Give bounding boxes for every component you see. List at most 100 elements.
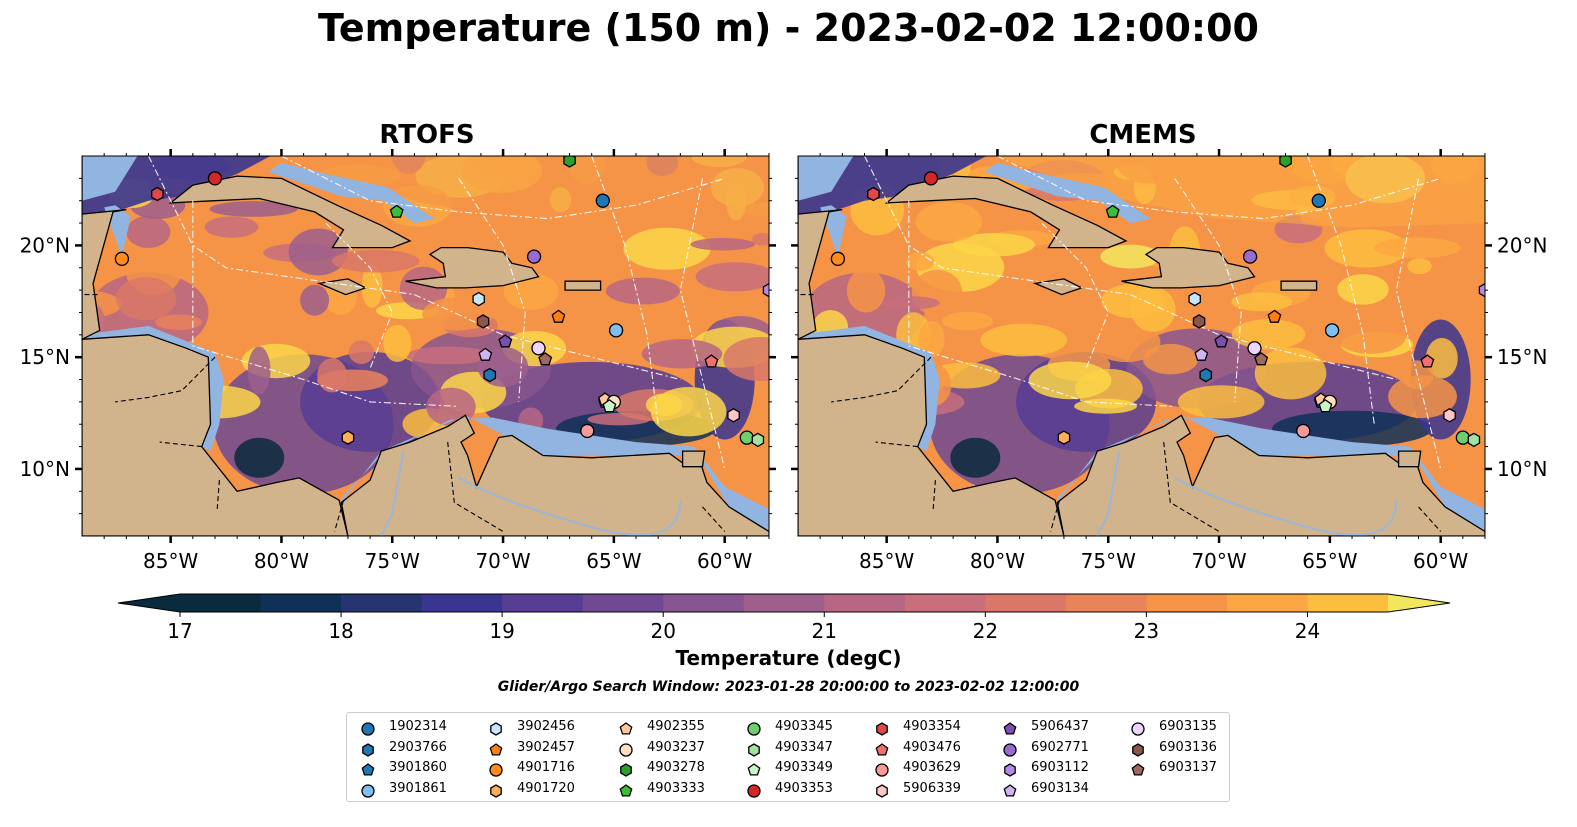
lon-tick-label: 80°W (970, 549, 1025, 573)
colorbar-bin (341, 594, 423, 612)
temperature-patch (846, 268, 886, 313)
legend-marker (747, 722, 761, 736)
legend-label: 6903112 (1031, 760, 1089, 775)
temperature-patch (406, 346, 490, 365)
float-marker (1478, 282, 1485, 298)
eez-boundary (679, 178, 726, 470)
lon-tick-label: 75°W (365, 549, 420, 573)
country-border (702, 506, 726, 532)
float-marker (531, 341, 546, 356)
lat-tick-label: 10°N (20, 457, 70, 481)
shallow-shelf (798, 156, 854, 201)
gulf-region (798, 156, 987, 215)
float-marker (472, 291, 485, 307)
temperature-patch (247, 346, 271, 395)
figure-title: Temperature (150 m) - 2023-02-02 12:00:0… (317, 6, 1259, 50)
float-marker (1057, 430, 1071, 445)
legend-label: 6903135 (1159, 719, 1217, 734)
legend-marker (361, 763, 375, 776)
map-frame (81, 155, 770, 537)
country-border (1418, 506, 1442, 532)
legend-marker (1003, 742, 1017, 757)
legend-label: 6903134 (1031, 780, 1089, 796)
temperature-patch (1337, 274, 1389, 305)
temperature-patch (1142, 343, 1199, 375)
float-marker (207, 171, 223, 186)
land (798, 156, 843, 536)
temperature-patch (317, 358, 347, 393)
lon-tick-label: 60°W (697, 549, 752, 573)
float-marker (1267, 309, 1282, 323)
lon-tick-label: 60°W (1413, 549, 1468, 573)
float-marker (1443, 408, 1456, 423)
temperature-patch (915, 201, 983, 242)
shallow-shelf (1057, 415, 1485, 532)
colorbar-bin (582, 594, 664, 612)
legend-marker (1003, 783, 1017, 797)
colorbar-tick-label: 18 (328, 619, 353, 643)
colorbar-bin (1226, 594, 1309, 612)
float-marker (1318, 399, 1333, 413)
atlantic-region (281, 156, 769, 228)
country-border (1050, 500, 1061, 532)
legend-marker (875, 742, 889, 756)
map-panels: 85°W 80°W 75°W 70°W 65°W 60°W20°N15°N10°N85°W… (20, 149, 1547, 573)
temperature-patch (752, 233, 769, 246)
temperature-patch (953, 232, 1035, 257)
temperature-patch (1177, 385, 1265, 419)
land (798, 334, 1065, 536)
colorbar-tick-label: 17 (167, 619, 192, 643)
colorbar-bin (985, 594, 1067, 612)
colorbar-tick-label: 23 (1134, 619, 1159, 643)
temperature-patch (1100, 244, 1161, 269)
colorbar-bin (1146, 594, 1228, 612)
temperature-patch (1074, 398, 1137, 414)
colorbar-tick-label: 22 (973, 619, 998, 643)
legend-marker (362, 742, 374, 757)
float-marker (739, 430, 754, 445)
colorbar-bin (743, 594, 825, 612)
legend-label: 6902771 (1031, 739, 1089, 755)
float-marker (1194, 347, 1209, 361)
legend-marker (747, 763, 761, 776)
float-marker (478, 347, 493, 361)
float-marker (114, 251, 130, 266)
river (380, 450, 405, 536)
legend-marker (489, 763, 503, 777)
legend-marker (1003, 722, 1017, 735)
temperature-patch (361, 264, 383, 309)
temperature-patch (234, 437, 285, 478)
float-marker (538, 352, 553, 366)
temperature-patch (1092, 322, 1161, 363)
lon-tick-label: 65°W (586, 549, 641, 573)
float-marker (830, 251, 846, 266)
temperature-patch (1231, 319, 1306, 350)
legend-marker (1131, 722, 1145, 736)
eez-boundary (458, 178, 526, 402)
legend-label: 4903345 (775, 719, 833, 734)
temperature-patch (641, 339, 723, 369)
lon-tick-label: 85°W (859, 549, 914, 573)
lon-tick-label: 65°W (1302, 549, 1357, 573)
legend-marker (1132, 742, 1144, 757)
legend-label: 1902314 (389, 719, 447, 734)
float-marker (1467, 432, 1481, 448)
river (1174, 477, 1398, 536)
float-marker (1214, 334, 1229, 348)
land (884, 175, 1128, 249)
lat-tick-label: 20°N (20, 233, 70, 257)
temperature-patch (942, 311, 994, 331)
legend-label: 4903333 (647, 780, 705, 796)
lon-tick-label: 75°W (1081, 549, 1136, 573)
map-frame (797, 155, 1486, 537)
legend-label: 3902457 (517, 739, 575, 755)
colorbar-under-arrow (118, 594, 180, 612)
river (458, 477, 682, 536)
legend-marker (490, 722, 502, 736)
temperature-patch (348, 340, 374, 364)
legend-marker (748, 742, 760, 757)
float-marker (580, 423, 595, 439)
float-marker (1296, 423, 1311, 439)
temperature-patch (126, 215, 171, 248)
float-marker (551, 309, 566, 323)
